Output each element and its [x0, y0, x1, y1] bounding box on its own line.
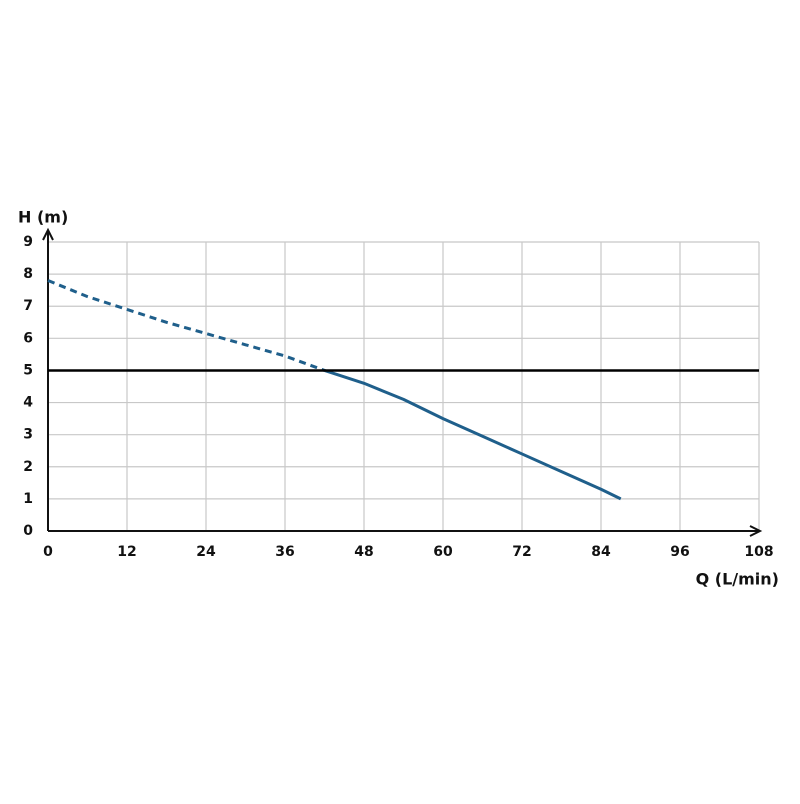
- x-tick-label: 96: [670, 544, 689, 560]
- y-tick-label: 1: [23, 491, 33, 507]
- x-tick-label: 108: [744, 544, 773, 560]
- x-axis-label: Q (L/min): [696, 570, 779, 589]
- x-tick-label: 0: [43, 544, 53, 560]
- y-tick-label: 8: [23, 266, 33, 282]
- curve: [324, 369, 622, 501]
- x-tick-label: 24: [196, 544, 216, 560]
- y-tick-label: 5: [23, 362, 33, 378]
- x-axis-arrow: [749, 525, 763, 537]
- x-tick-label: 72: [512, 544, 531, 560]
- x-tick-label: 12: [117, 544, 136, 560]
- y-tick-label: 6: [23, 330, 33, 346]
- y-tick-label: 9: [23, 234, 33, 250]
- curve: [47, 279, 326, 372]
- y-tick-label: 3: [23, 427, 33, 443]
- y-tick-label: 2: [23, 459, 33, 475]
- x-tick-label: 36: [275, 544, 294, 560]
- y-axis-arrow: [42, 227, 54, 241]
- x-tick-label: 60: [433, 544, 453, 560]
- y-tick-label: 4: [23, 395, 33, 411]
- y-axis-label: H (m): [18, 208, 68, 227]
- y-tick-label: 7: [23, 298, 33, 314]
- x-tick-label: 84: [591, 544, 611, 560]
- x-tick-label: 48: [354, 544, 373, 560]
- y-tick-label: 0: [23, 523, 33, 539]
